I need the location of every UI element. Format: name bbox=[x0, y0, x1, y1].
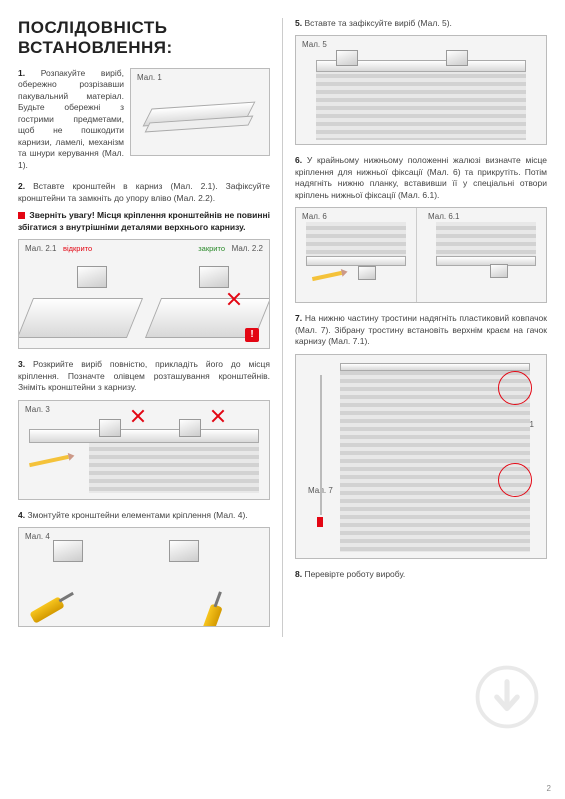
left-column: ПОСЛІДОВНІСТЬ ВСТАНОВЛЕННЯ: 1. Розпакуйт… bbox=[18, 18, 282, 637]
step-7-text: 7. На нижню частину тростини надягніть п… bbox=[295, 313, 547, 347]
step-1: 1. Розпакуйте виріб, обережно розрізавши… bbox=[18, 68, 270, 171]
x-mark-icon bbox=[131, 409, 145, 423]
step-6-text: 6. У крайньому нижньому положенні жалюзі… bbox=[295, 155, 547, 201]
x-mark-icon bbox=[227, 292, 241, 306]
step-1-body: Розпакуйте виріб, обережно розрізавши па… bbox=[18, 68, 124, 170]
warning-badge-icon: ! bbox=[245, 328, 259, 342]
wand-rod bbox=[320, 375, 322, 515]
pencil-icon bbox=[312, 271, 342, 281]
wand-tip-icon bbox=[317, 517, 323, 527]
figure-5: Мал. 5 bbox=[295, 35, 547, 145]
step-1-num: 1. bbox=[18, 68, 25, 78]
figure-2: Мал. 2.1 Мал. 2.2 відкрито закрито ! bbox=[18, 239, 270, 349]
warning-marker-icon bbox=[18, 212, 25, 219]
step-2-num: 2. bbox=[18, 181, 25, 191]
step-6-body: У крайньому нижньому положенні жалюзі ви… bbox=[295, 155, 547, 199]
figure-3: Мал. 3 bbox=[18, 400, 270, 500]
figure-4-illustration bbox=[19, 528, 269, 626]
drill-icon bbox=[196, 587, 232, 626]
step-4-text: 4. Змонтуйте кронштейни елементами кріпл… bbox=[18, 510, 270, 521]
watermark-arrow-icon bbox=[475, 665, 539, 729]
step-8-num: 8. bbox=[295, 569, 302, 579]
figure-5-illustration bbox=[296, 36, 546, 144]
step-6-num: 6. bbox=[295, 155, 302, 165]
figure-1-illustration bbox=[131, 69, 269, 155]
callout-circle-icon bbox=[498, 463, 532, 497]
step-1-text: 1. Розпакуйте виріб, обережно розрізавши… bbox=[18, 68, 124, 171]
drill-icon bbox=[27, 585, 80, 626]
step-8-body: Перевірте роботу виробу. bbox=[304, 569, 405, 579]
figure-3-illustration bbox=[19, 401, 269, 499]
right-column: 5. Вставте та зафіксуйте виріб (Мал. 5).… bbox=[283, 18, 547, 637]
step-5-text: 5. Вставте та зафіксуйте виріб (Мал. 5). bbox=[295, 18, 547, 29]
step-7-num: 7. bbox=[295, 313, 302, 323]
page: ПОСЛІДОВНІСТЬ ВСТАНОВЛЕННЯ: 1. Розпакуйт… bbox=[0, 0, 565, 647]
figure-7: Мал. 7 Мал. 7.1 bbox=[295, 354, 547, 559]
step-2-text: 2. Вставте кронштейн в карниз (Мал. 2.1)… bbox=[18, 181, 270, 204]
figure-1: Мал. 1 bbox=[130, 68, 270, 156]
step-2-warn-text: Зверніть увагу! Місця кріплення кронштей… bbox=[18, 210, 270, 231]
step-4-body: Змонтуйте кронштейни елементами кріпленн… bbox=[27, 510, 247, 520]
step-5-body: Вставте та зафіксуйте виріб (Мал. 5). bbox=[304, 18, 451, 28]
page-title: ПОСЛІДОВНІСТЬ ВСТАНОВЛЕННЯ: bbox=[18, 18, 270, 58]
x-mark-icon bbox=[211, 409, 225, 423]
step-2-body: Вставте кронштейн в карниз (Мал. 2.1). З… bbox=[18, 181, 270, 202]
step-7-body: На нижню частину тростини надягніть плас… bbox=[295, 313, 547, 346]
callout-circle-icon bbox=[498, 371, 532, 405]
step-8-text: 8. Перевірте роботу виробу. bbox=[295, 569, 547, 580]
pencil-icon bbox=[29, 454, 69, 466]
figure-6-illustration bbox=[296, 208, 546, 302]
figure-2-illustration: ! bbox=[19, 240, 269, 348]
page-number: 2 bbox=[547, 784, 551, 793]
step-3-text: 3. Розкрийте виріб повністю, прикладіть … bbox=[18, 359, 270, 393]
figure-7-illustration bbox=[296, 355, 546, 558]
figure-6: Мал. 6 Мал. 6.1 bbox=[295, 207, 547, 303]
figure-4: Мал. 4 bbox=[18, 527, 270, 627]
step-5-num: 5. bbox=[295, 18, 302, 28]
step-3-body: Розкрийте виріб повністю, прикладіть йог… bbox=[18, 359, 270, 392]
step-4-num: 4. bbox=[18, 510, 25, 520]
step-3-num: 3. bbox=[18, 359, 25, 369]
step-2-warning: Зверніть увагу! Місця кріплення кронштей… bbox=[18, 210, 270, 233]
